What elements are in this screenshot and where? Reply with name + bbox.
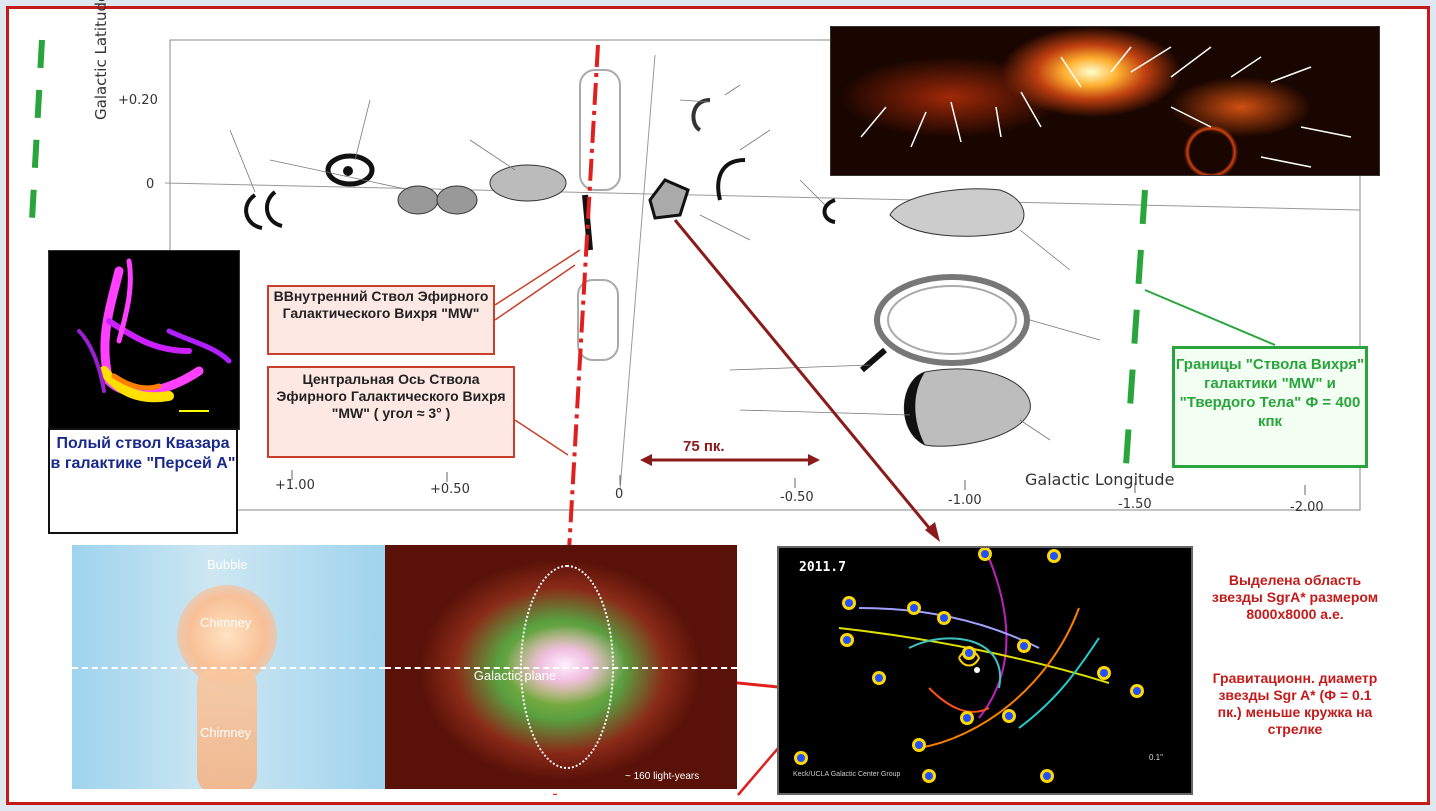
y-tick-label: +0.20 (118, 93, 158, 108)
bubble-model-panel: Bubble Chimney Chimney (72, 545, 385, 789)
x-tick-label: +1.00 (275, 478, 315, 493)
y-axis-label: Galactic Latitude (92, 0, 110, 120)
y-tick-label: 0 (146, 177, 155, 192)
x-tick-label: -2.00 (1290, 500, 1324, 515)
chimney-bottom-label: Chimney (200, 725, 252, 740)
x-tick-label: 0 (615, 487, 624, 502)
stars-credit-label: Keck/UCLA Galactic Center Group (793, 771, 901, 778)
gravitation-note: Гравитационн. диаметр звезды Sgr A* (Ф =… (1212, 670, 1378, 737)
central-chimney (577, 69, 621, 361)
pointer-lines (229, 84, 1101, 441)
scale-label: 75 пк. (683, 438, 725, 455)
central-axis-box: Центральная Ось Ствола Эфирного Галактич… (267, 366, 515, 458)
x-tick-label: +0.50 (430, 482, 470, 497)
stars-year-label: 2011.7 (799, 560, 846, 575)
infrared-arrows (860, 46, 1352, 168)
highlight-note: Выделена область звезды SgrA* размером 8… (1211, 572, 1379, 622)
perseus-image (48, 250, 240, 430)
galactic-plane-label: Galactic plane (473, 668, 557, 683)
callout-connectors (494, 249, 581, 456)
radio-structures (244, 98, 1031, 447)
x-tick-label: -1.00 (948, 493, 982, 508)
x-tick-label: -1.50 (1118, 497, 1152, 512)
x-axis-label: Galactic Longitude (1025, 470, 1175, 489)
infrared-image (830, 26, 1380, 176)
boundary-caption-box: Границы "Ствола Вихря" галактики "MW" и … (1172, 346, 1368, 468)
inner-trunk-box: ВВнутренний Ствол Эфирного Галактическог… (267, 285, 495, 355)
x-tick-label: -0.50 (780, 490, 814, 505)
bubble-scale-label: ~ 160 light-years (625, 771, 700, 782)
axis-ticks (291, 470, 1306, 495)
longitude-zero-line (619, 54, 656, 491)
boundary-left-line (29, 39, 45, 221)
boundary-connector (1144, 289, 1276, 346)
stars-scale-label: 0.1" (1149, 753, 1163, 762)
bubble-label: Bubble (207, 557, 248, 572)
perseus-caption-box: Полый ствол Квазара в галактике "Персей … (48, 428, 238, 534)
xray-composite-panel: Galactic plane ~ 160 light-years (385, 545, 737, 789)
sgr-arrow (673, 219, 937, 536)
stars-orbit-panel: 2011.7 Keck/UCLA Galactic Center Group 0… (777, 546, 1193, 795)
perseus-filaments (77, 258, 232, 412)
chimney-top-label: Chimney (200, 615, 252, 630)
latitude-zero-line (164, 182, 1361, 211)
star-orbits (794, 548, 1144, 783)
boundary-right-line (1122, 189, 1148, 481)
